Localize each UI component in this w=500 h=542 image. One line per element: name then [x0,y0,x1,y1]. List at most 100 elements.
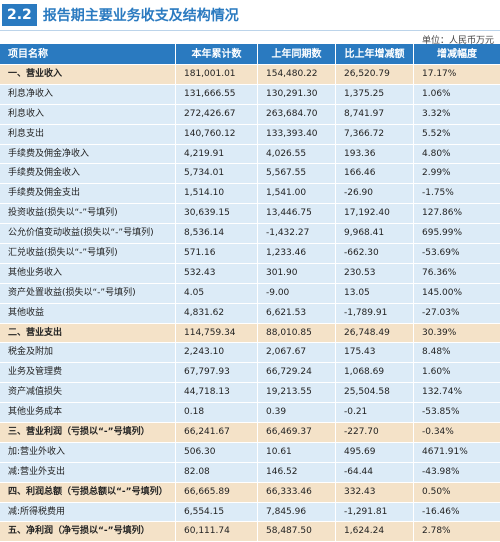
cell-value: 30.39% [422,327,457,338]
cell-value: -1,432.27 [258,224,336,244]
title-bar: 2.2 报告期主要业务收支及结构情况 [0,0,500,31]
cell-value: 76.36% [422,267,457,278]
cell-value: 130,291.30 [258,84,336,104]
table-row: 减:营业外支出 82.08 146.52 -64.44 -43.98% [0,462,500,483]
cell-value: 263,684.70 [258,104,336,124]
cell-value: 4,219.91 [176,144,258,164]
cell-value: 1,624.24 [336,522,414,542]
cell-value: -53.85% [422,407,460,418]
cell-value: 175.43 [336,343,414,363]
cell-value: 6,554.15 [176,502,258,522]
cell-value: 4.05 [176,283,258,303]
section-row: 三、营业利润（亏损以“-”号填列） 66,241.67 66,469.37 -227.… [0,423,500,443]
cell-value: 10.61 [258,442,336,462]
row-label: 业务及管理费 [0,363,176,383]
cell-value: 7,845.96 [258,502,336,522]
cell-value: -1,789.91 [336,303,414,323]
row-label: 其他收益 [0,303,176,323]
table-row: 公允价值变动收益(损失以“-”号填列) 8,536.14 -1,432.27 9,96… [0,224,500,245]
table-row: 资产减值损失 44,718.13 19,213.55 25,504.58 132.74% [0,383,500,404]
cell-value: 8,741.97 [336,104,414,124]
cell-value: -662.30 [336,244,414,263]
table-row: 手续费及佣金净收入 4,219.91 4,026.55 193.36 4.80% [0,144,500,165]
cell-value: 2.99% [422,168,451,179]
cell-value: 26,520.79 [336,65,414,84]
cell-value: -0.21 [336,403,414,423]
section-number: 2.2 [2,4,37,26]
cell-value: 4,831.62 [176,303,258,323]
table-row: 利息收入 272,426.67 263,684.70 8,741.97 3.32% [0,104,500,125]
section-row: 一、营业收入 181,001.01 154,480.22 26,520.79 17.17… [0,65,500,85]
cell-value: 532.43 [176,263,258,283]
cell-value: -64.44 [336,462,414,482]
cell-value: 0.18 [176,403,258,423]
cell-value: 66,469.37 [258,423,336,442]
cell-value: 193.36 [336,144,414,164]
row-label: 减:营业外支出 [0,462,176,482]
cell-value: 4671.91% [422,446,468,457]
cell-value: 82.08 [176,462,258,482]
row-label: 五、净利润（净亏损以“-”号填列） [0,522,176,542]
column-header: 增减幅度 [437,49,477,60]
cell-value: 66,729.24 [258,363,336,383]
table-row: 减:所得税费用 6,554.15 7,845.96 -1,291.81 -16.46% [0,502,500,523]
cell-value: -26.90 [336,184,414,204]
cell-value: 332.43 [336,482,414,502]
cell-value: -16.46% [422,506,460,517]
cell-value: -1.75% [422,188,454,199]
section-title: 报告期主要业务收支及结构情况 [42,8,239,24]
cell-value: 1,068.69 [336,363,414,383]
table-row: 利息支出 140,760.12 133,393.40 7,366.72 5.52% [0,124,500,145]
row-label: 一、营业收入 [0,65,176,84]
column-header: 项目名称 [0,44,176,64]
cell-value: 230.53 [336,263,414,283]
row-label: 三、营业利润（亏损以“-”号填列） [0,423,176,442]
cell-value: -227.70 [336,423,414,442]
cell-value: 66,333.46 [258,482,336,502]
row-label: 资产减值损失 [0,383,176,403]
cell-value: 4.80% [422,148,451,159]
cell-value: 2,243.10 [176,343,258,363]
cell-value: -27.03% [422,307,460,318]
cell-value: 66,241.67 [176,423,258,442]
cell-value: 7,366.72 [336,124,414,144]
cell-value: 132.74% [422,387,463,398]
unit-note: 单位：人民币万元 [421,36,494,46]
table-row: 手续费及佣金支出 1,514.10 1,541.00 -26.90 -1.75% [0,184,500,205]
cell-value: 13.05 [336,283,414,303]
cell-value: 0.39 [258,403,336,423]
cell-value: 3.32% [422,108,451,119]
cell-value: 166.46 [336,164,414,184]
cell-value: 127.86% [422,208,463,219]
cell-value: 2.78% [422,526,451,537]
row-label: 利息支出 [0,124,176,144]
row-label: 其他业务成本 [0,403,176,423]
cell-value: 301.90 [258,263,336,283]
cell-value: 17,192.40 [336,204,414,224]
cell-value: 146.52 [258,462,336,482]
row-label: 加:营业外收入 [0,442,176,462]
cell-value: 133,393.40 [258,124,336,144]
cell-value: 1,514.10 [176,184,258,204]
cell-value: 154,480.22 [258,65,336,84]
cell-value: 67,797.93 [176,363,258,383]
table-row: 资产处置收益(损失以“-”号填列) 4.05 -9.00 13.05 145.00% [0,283,500,304]
cell-value: 506.30 [176,442,258,462]
cell-value: 495.69 [336,442,414,462]
cell-value: 5.52% [422,128,451,139]
row-label: 其他业务收入 [0,263,176,283]
table-row: 业务及管理费 67,797.93 66,729.24 1,068.69 1.60% [0,363,500,384]
cell-value: 571.16 [176,244,258,263]
cell-value: 0.50% [422,486,451,497]
table-row: 手续费及佣金收入 5,734.01 5,567.55 166.46 2.99% [0,164,500,185]
table-row: 利息净收入 131,666.55 130,291.30 1,375.25 1.06% [0,84,500,105]
cell-value: 2,067.67 [258,343,336,363]
section-row: 四、利润总额（亏损总额以“-”号填列） 66,665.89 66,333.46 332… [0,482,500,503]
cell-value: 8.48% [422,347,451,358]
cell-value: 181,001.01 [176,65,258,84]
cell-value: 1,233.46 [258,244,336,263]
row-label: 汇兑收益(损失以“-”号填列) [0,244,176,263]
table-row: 汇兑收益(损失以“-”号填列) 571.16 1,233.46 -662.30 -53.… [0,244,500,264]
row-label: 四、利润总额（亏损总额以“-”号填列） [0,482,176,502]
cell-value: -9.00 [258,283,336,303]
